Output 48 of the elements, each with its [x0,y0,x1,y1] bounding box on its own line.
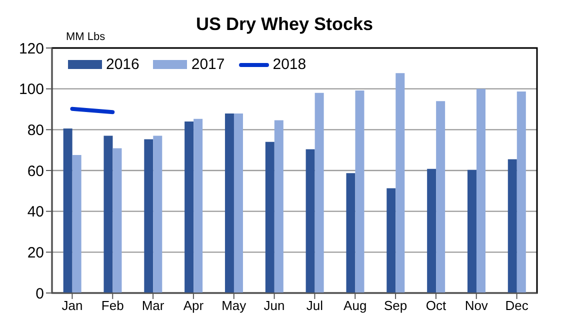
y-tick-label: 60 [27,162,44,180]
y-tick-label: 40 [27,204,44,221]
x-tick-label: Jan [62,298,83,314]
bar [346,173,356,293]
y-tick-label: 0 [36,285,44,302]
x-tick-label: Jul [306,298,324,314]
legend-label: 2016 [106,56,140,73]
bar [436,101,446,293]
x-tick-label: Oct [426,298,446,314]
bar [396,73,405,293]
x-tick-label: Jun [264,298,285,314]
bar [386,188,396,293]
x-tick-label: Sep [384,298,408,314]
bar [274,120,284,293]
y-tick-label: 80 [27,122,44,139]
bar [224,114,234,293]
bar [516,91,526,293]
bar [314,92,324,293]
x-tick-label: Aug [344,298,367,314]
chart-title: US Dry Whey Stocks [196,14,374,34]
legend-label: 2017 [191,56,225,73]
bar [153,136,162,293]
x-tick-label: Nov [464,298,488,314]
bar [234,114,243,293]
x-tick-label: Apr [183,298,204,314]
bar [194,118,203,293]
bar [63,128,72,293]
bar [184,122,194,293]
bar [265,142,274,293]
bar [144,139,154,293]
bar [104,136,113,293]
y-tick-label: 100 [18,81,44,98]
bar [427,168,436,293]
bar [112,148,122,293]
bar [476,88,486,293]
bar [508,159,517,293]
x-tick-label: May [222,298,247,314]
x-tick-label: Feb [101,298,124,314]
legend-label: 2018 [272,56,306,73]
y-tick-label: 20 [27,244,44,262]
y-tick-label: 120 [18,40,44,58]
bar [306,149,315,293]
bar [467,170,476,293]
bar [355,90,364,293]
y-axis-title: MM Lbs [66,31,106,43]
bar [72,154,82,293]
x-tick-label: Dec [505,298,529,314]
x-tick-label: Mar [142,298,165,314]
